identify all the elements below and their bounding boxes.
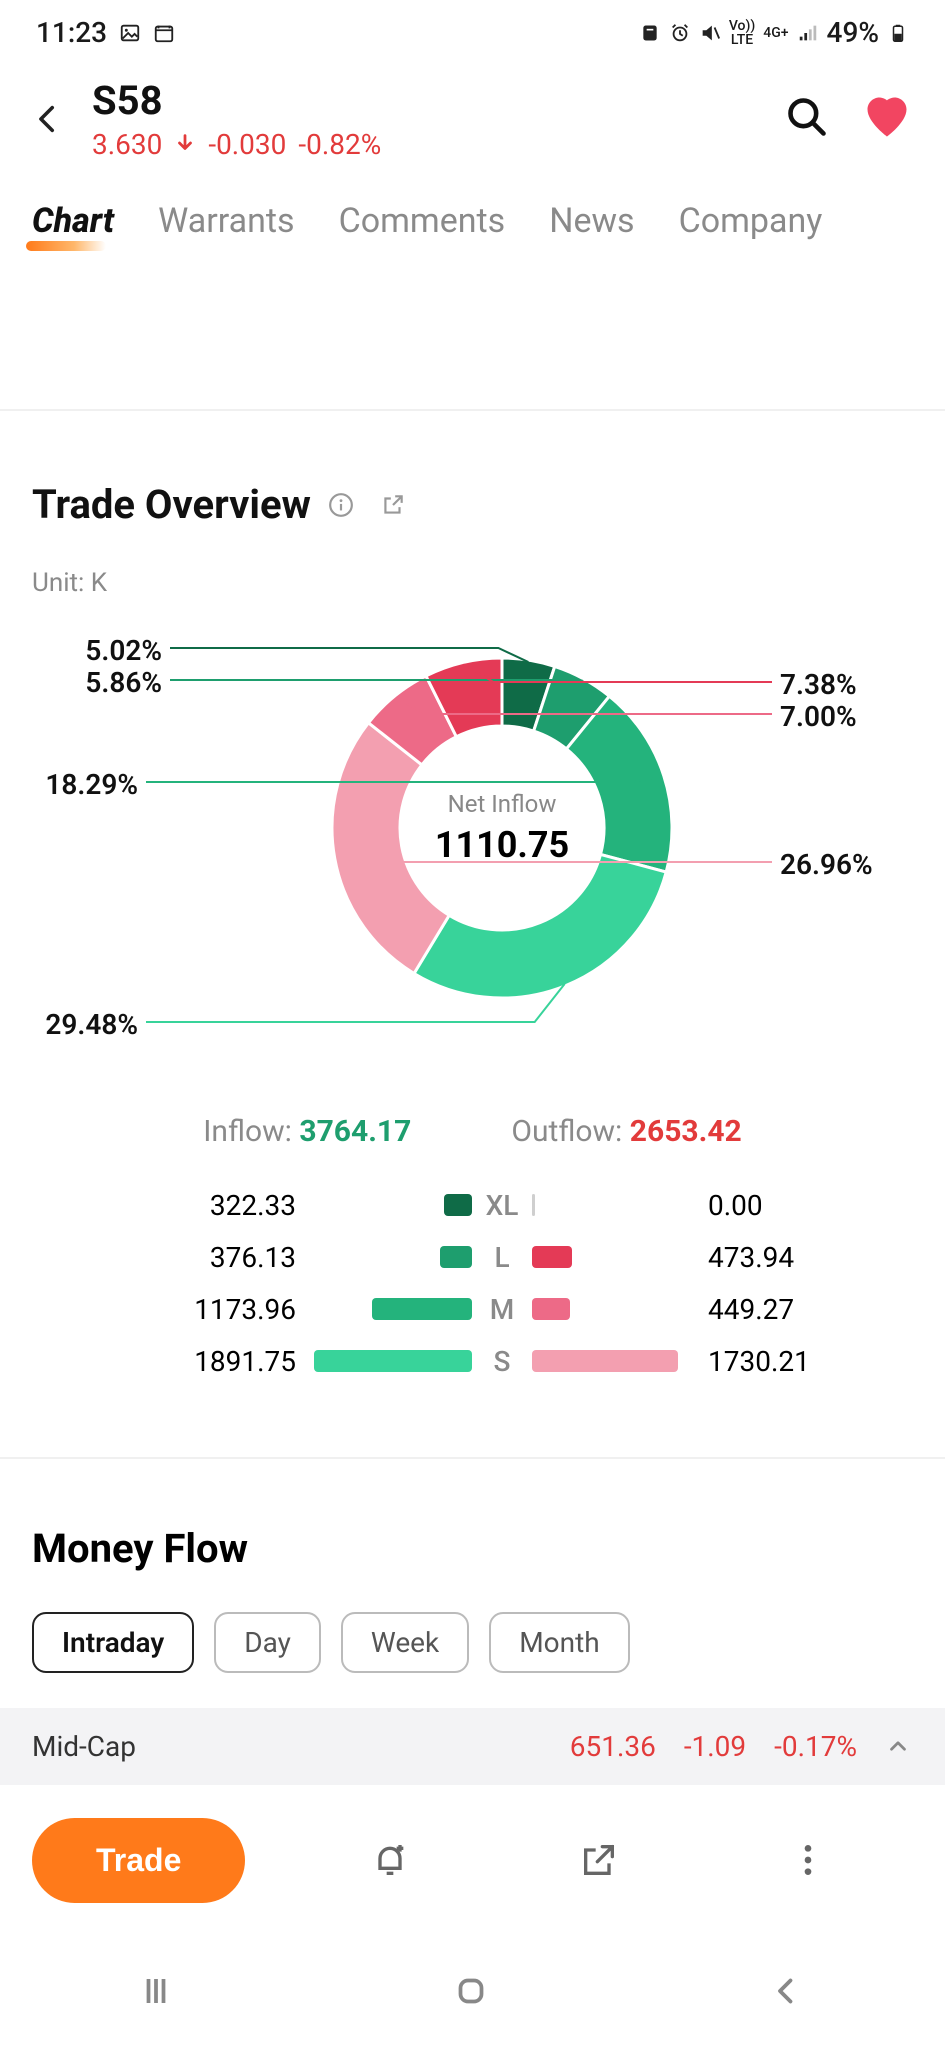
bell-icon[interactable]: [368, 1838, 412, 1882]
share-icon[interactable]: [379, 491, 407, 519]
battery-pct: 49%: [827, 16, 879, 49]
legend-right-bar: [532, 1194, 535, 1216]
ticker-change-abs: -0.030: [208, 128, 286, 161]
legend-cap: XL: [472, 1189, 532, 1222]
alarm-icon: [669, 22, 691, 44]
inflow-value: 3764.17: [299, 1114, 411, 1149]
status-time: 11:23: [36, 16, 107, 49]
image-icon: [119, 22, 141, 44]
pill-intraday[interactable]: Intraday: [32, 1612, 194, 1673]
tab-comments[interactable]: Comments: [339, 201, 506, 241]
legend-left-value: 1891.75: [32, 1345, 312, 1378]
legend-left-bar: [372, 1298, 472, 1320]
legend-right-bar: [532, 1298, 570, 1320]
outflow-value: 2653.42: [630, 1114, 742, 1149]
legend-row: 1173.96 M 449.27: [32, 1283, 913, 1335]
legend-cap: L: [472, 1241, 532, 1274]
midcap-banner[interactable]: Mid-Cap 651.36 -1.09 -0.17%: [0, 1708, 945, 1785]
down-arrow-icon: [174, 128, 196, 161]
ticker-symbol: S58: [92, 77, 761, 124]
legend-row: 376.13 L 473.94: [32, 1231, 913, 1283]
ticker-price: 3.630: [92, 128, 162, 161]
android-nav-bar: [0, 1938, 945, 2048]
legend-right-value: 0.00: [692, 1189, 913, 1222]
banner-change-abs: -1.09: [684, 1730, 746, 1763]
pill-day[interactable]: Day: [214, 1612, 321, 1673]
banner-name: Mid-Cap: [32, 1730, 542, 1763]
trade-overview-title: Trade Overview: [32, 481, 311, 528]
share-out-icon[interactable]: [577, 1838, 621, 1882]
search-button[interactable]: [785, 95, 833, 143]
tab-company[interactable]: Company: [679, 201, 823, 241]
legend-right-value: 449.27: [692, 1293, 913, 1326]
home-icon[interactable]: [453, 1973, 493, 2013]
calendar-icon: [153, 22, 175, 44]
legend-row: 322.33 XL 0.00: [32, 1179, 913, 1231]
unit-label: Unit: K: [32, 568, 913, 598]
chevron-up-icon: [885, 1733, 913, 1761]
money-flow-section: Money Flow Intraday Day Week Month: [0, 1459, 945, 1673]
legend-left-value: 1173.96: [32, 1293, 312, 1326]
donut-slice: [332, 723, 449, 974]
legend-left-value: 322.33: [32, 1189, 312, 1222]
legend-left-bar: [440, 1246, 472, 1268]
legend-right-value: 1730.21: [692, 1345, 913, 1378]
pill-week[interactable]: Week: [341, 1612, 469, 1673]
trade-overview-section: Trade Overview Unit: K Net Inflow 1110.7…: [0, 411, 945, 1407]
signal-icon: [797, 22, 819, 44]
legend-cap: M: [472, 1293, 532, 1326]
legend-left-bar: [444, 1194, 472, 1216]
trade-button[interactable]: Trade: [32, 1818, 245, 1903]
tab-warrants[interactable]: Warrants: [158, 201, 294, 241]
donut-chart: Net Inflow 1110.75 5.02%5.86%18.29%29.48…: [32, 618, 913, 1078]
nav-back-icon[interactable]: [768, 1973, 808, 2013]
pct-label: 26.96%: [780, 848, 873, 881]
pct-label: 29.48%: [45, 1008, 138, 1041]
header: S58 3.630 -0.030 -0.82%: [0, 57, 945, 173]
pct-label: 7.38%: [780, 668, 857, 701]
banner-price: 651.36: [570, 1730, 656, 1763]
network-4g-icon: 4G+: [763, 26, 788, 40]
back-button[interactable]: [28, 99, 68, 139]
flow-summary: Inflow: 3764.17 Outflow: 2653.42: [32, 1114, 913, 1149]
ticker-change-pct: -0.82%: [298, 128, 381, 161]
legend-cap: S: [472, 1345, 532, 1378]
status-bar: 11:23 Vo))LTE 4G+ 49%: [0, 0, 945, 57]
legend-right-bar: [532, 1350, 678, 1372]
recents-icon[interactable]: [138, 1973, 178, 2013]
legend: 322.33XL0.00376.13L473.941173.96M449.271…: [32, 1179, 913, 1387]
tabs: Chart Warrants Comments News Company: [0, 173, 945, 269]
battery-icon: [887, 22, 909, 44]
action-bar: Trade: [0, 1800, 945, 1920]
volte-icon: Vo))LTE: [729, 19, 755, 47]
donut-slice: [414, 854, 666, 998]
legend-right-bar: [532, 1246, 572, 1268]
mute-icon: [699, 22, 721, 44]
pct-label: 5.86%: [85, 666, 162, 699]
card-icon: [639, 22, 661, 44]
legend-left-bar: [314, 1350, 472, 1372]
legend-left-value: 376.13: [32, 1241, 312, 1274]
banner-change-pct: -0.17%: [774, 1730, 857, 1763]
outflow-label: Outflow:: [511, 1114, 622, 1149]
money-flow-title: Money Flow: [32, 1525, 913, 1572]
tab-chart[interactable]: Chart: [32, 201, 114, 241]
pct-label: 5.02%: [85, 634, 162, 667]
info-icon[interactable]: [327, 491, 355, 519]
legend-right-value: 473.94: [692, 1241, 913, 1274]
inflow-label: Inflow:: [203, 1114, 292, 1149]
favorite-button[interactable]: [861, 91, 917, 147]
tab-news[interactable]: News: [549, 201, 634, 241]
pill-month[interactable]: Month: [489, 1612, 629, 1673]
pct-label: 7.00%: [780, 700, 857, 733]
legend-row: 1891.75 S 1730.21: [32, 1335, 913, 1387]
pct-label: 18.29%: [45, 768, 138, 801]
more-icon[interactable]: [786, 1838, 830, 1882]
